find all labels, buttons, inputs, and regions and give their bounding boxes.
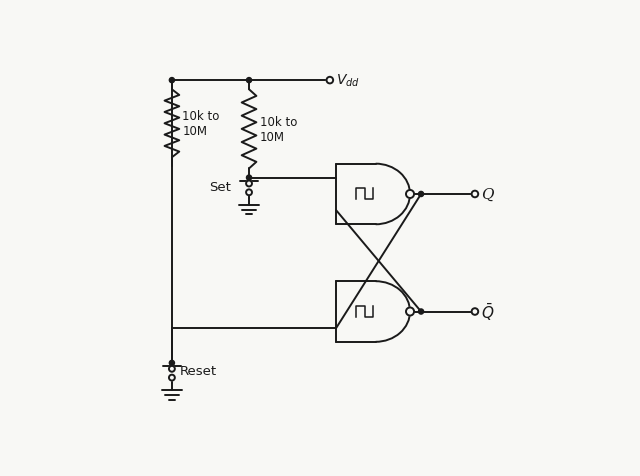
Text: $V_{dd}$: $V_{dd}$ xyxy=(336,73,360,89)
Circle shape xyxy=(419,309,424,315)
Circle shape xyxy=(169,375,175,381)
Text: $\bar{Q}$: $\bar{Q}$ xyxy=(481,301,494,322)
Circle shape xyxy=(406,190,414,198)
Text: 10k to
10M: 10k to 10M xyxy=(182,110,220,138)
Text: Set: Set xyxy=(209,181,230,194)
Circle shape xyxy=(472,191,478,198)
Circle shape xyxy=(246,176,252,181)
Circle shape xyxy=(246,181,252,187)
Circle shape xyxy=(246,190,252,196)
Text: Reset: Reset xyxy=(180,364,217,377)
Circle shape xyxy=(170,79,175,83)
Circle shape xyxy=(406,308,414,316)
Circle shape xyxy=(326,78,333,84)
Circle shape xyxy=(419,192,424,197)
Text: Q: Q xyxy=(481,188,493,201)
Circle shape xyxy=(170,361,175,366)
Circle shape xyxy=(472,308,478,315)
Text: 10k to
10M: 10k to 10M xyxy=(260,116,298,144)
Circle shape xyxy=(169,366,175,372)
Circle shape xyxy=(246,79,252,83)
